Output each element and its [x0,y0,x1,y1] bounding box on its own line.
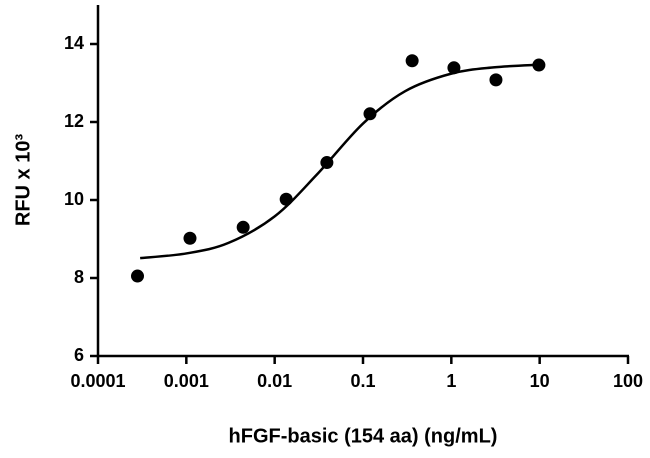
data-point [183,231,197,245]
y-axis-title: RFU x 10³ [12,134,34,227]
data-point [405,54,419,68]
x-tick-label: 10 [530,371,550,391]
x-tick-label: 0.001 [164,371,209,391]
y-tick-label: 14 [64,33,84,53]
data-point [363,107,377,121]
x-tick-label: 0.01 [257,371,292,391]
y-tick-label: 12 [64,111,84,131]
x-tick-label: 100 [613,371,643,391]
data-point [279,192,293,206]
x-tick-label: 0.1 [350,371,375,391]
x-tick-label: 0.0001 [70,371,125,391]
x-tick-label: 1 [446,371,456,391]
data-point [489,73,503,87]
data-point [236,220,250,234]
x-axis-title: hFGF-basic (154 aa) (ng/mL) [229,425,498,447]
y-tick-label: 8 [74,267,84,287]
y-tick-label: 6 [74,345,84,365]
data-point [130,269,144,283]
y-tick-label: 10 [64,189,84,209]
fit-curve [140,63,540,260]
